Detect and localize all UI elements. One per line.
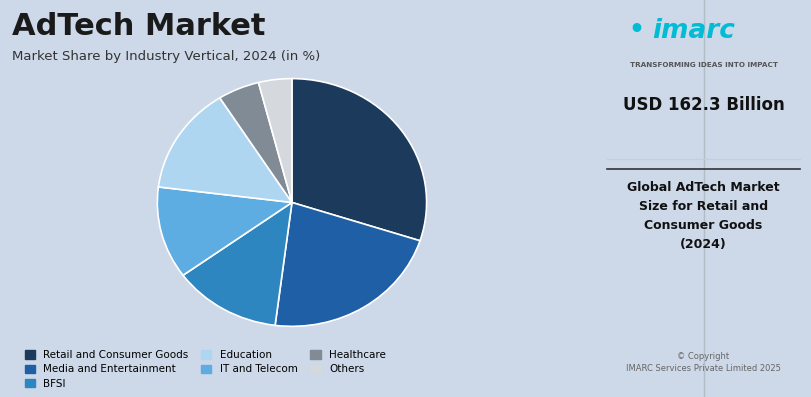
Wedge shape bbox=[259, 79, 292, 202]
Wedge shape bbox=[220, 83, 292, 202]
Text: TRANSFORMING IDEAS INTO IMPACT: TRANSFORMING IDEAS INTO IMPACT bbox=[629, 62, 778, 67]
Text: © Copyright
IMARC Services Private Limited 2025: © Copyright IMARC Services Private Limit… bbox=[626, 353, 781, 373]
Text: •: • bbox=[629, 18, 644, 42]
Wedge shape bbox=[157, 187, 292, 275]
Text: Market Share by Industry Vertical, 2024 (in %): Market Share by Industry Vertical, 2024 … bbox=[12, 50, 320, 63]
Wedge shape bbox=[275, 202, 420, 326]
Text: imarc: imarc bbox=[652, 18, 735, 44]
Wedge shape bbox=[292, 79, 427, 241]
Text: USD 162.3 Billion: USD 162.3 Billion bbox=[623, 96, 784, 114]
Wedge shape bbox=[183, 202, 292, 326]
Wedge shape bbox=[158, 98, 292, 202]
Text: Global AdTech Market
Size for Retail and
Consumer Goods
(2024): Global AdTech Market Size for Retail and… bbox=[627, 181, 780, 251]
Legend: Retail and Consumer Goods, Media and Entertainment, BFSI, Education, IT and Tele: Retail and Consumer Goods, Media and Ent… bbox=[21, 347, 389, 392]
Text: AdTech Market: AdTech Market bbox=[12, 12, 265, 41]
